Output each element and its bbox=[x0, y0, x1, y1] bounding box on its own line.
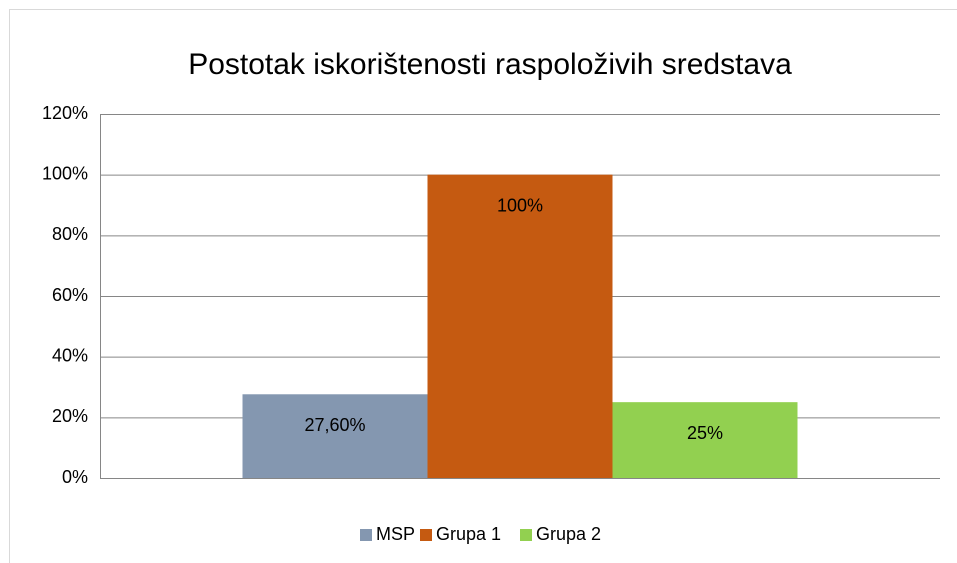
data-label: 25% bbox=[687, 423, 723, 443]
chart-title: Postotak iskorištenosti raspoloživih sre… bbox=[188, 48, 792, 81]
legend-swatch bbox=[360, 529, 372, 541]
y-tick-label: 60% bbox=[52, 285, 88, 305]
data-label: 100% bbox=[497, 195, 543, 215]
y-tick-label: 0% bbox=[62, 467, 88, 487]
legend-label: MSP bbox=[376, 524, 415, 544]
legend-swatch bbox=[520, 529, 532, 541]
legend-label: Grupa 2 bbox=[536, 524, 601, 544]
bar bbox=[612, 402, 798, 478]
y-tick-label: 120% bbox=[42, 103, 88, 123]
y-tick-label: 100% bbox=[42, 163, 88, 183]
y-tick-label: 80% bbox=[52, 224, 88, 244]
y-tick-label: 20% bbox=[52, 406, 88, 426]
bar bbox=[242, 394, 428, 478]
legend-swatch bbox=[420, 529, 432, 541]
legend-label: Grupa 1 bbox=[436, 524, 501, 544]
y-tick-label: 40% bbox=[52, 345, 88, 365]
bar bbox=[427, 174, 613, 478]
data-label: 27,60% bbox=[304, 415, 365, 435]
